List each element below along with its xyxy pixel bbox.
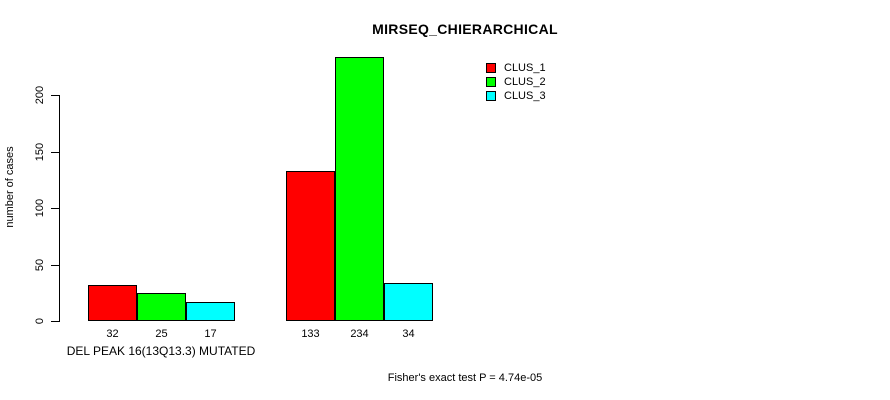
bar-clus_1-group2 [286, 170, 335, 321]
bar-clus_2-group1 [137, 292, 186, 321]
fisher-test-annotation: Fisher's exact test P = 4.74e-05 [387, 372, 543, 384]
bar-clus_3-group1 [186, 301, 235, 321]
y-axis-tick [51, 321, 59, 322]
legend: CLUS_1 CLUS_2 CLUS_3 [486, 61, 546, 103]
y-axis-title: number of cases [4, 146, 16, 228]
bar-value-label: 34 [402, 328, 415, 340]
bar-clus_2-group2 [335, 56, 384, 321]
chart-title: MIRSEQ_CHIERARCHICAL [372, 21, 558, 37]
y-axis-tick-label: 200 [34, 85, 46, 105]
y-axis-tick-label: 0 [34, 317, 46, 325]
legend-item-clus2: CLUS_2 [486, 75, 546, 89]
bar-value-label: 25 [155, 328, 168, 340]
y-axis-tick [51, 264, 59, 266]
y-axis-tick-label: 100 [34, 198, 46, 218]
y-axis-tick [51, 151, 59, 153]
bar-clus_3-group2 [384, 282, 433, 321]
legend-label-clus3: CLUS_3 [504, 90, 546, 102]
legend-item-clus3: CLUS_3 [486, 89, 546, 103]
bar-value-label: 133 [301, 328, 320, 340]
legend-swatch-clus3-icon [486, 91, 496, 101]
y-axis-tick [51, 95, 59, 96]
legend-label-clus2: CLUS_2 [504, 76, 546, 88]
bar-value-label: 234 [350, 328, 369, 340]
legend-swatch-clus2-icon [486, 77, 496, 87]
legend-item-clus1: CLUS_1 [486, 61, 546, 75]
y-axis-tick [51, 208, 59, 209]
legend-swatch-clus1-icon [486, 63, 496, 73]
y-axis-line [59, 95, 60, 322]
legend-label-clus1: CLUS_1 [504, 62, 546, 74]
x-category-label: DEL PEAK 16(13Q13.3) MUTATED [66, 344, 256, 358]
bar-clus_1-group1 [88, 284, 137, 321]
bar-value-label: 32 [106, 328, 119, 340]
y-axis-tick-label: 50 [34, 258, 46, 271]
bar-value-label: 17 [204, 328, 217, 340]
y-axis-tick-label: 150 [34, 142, 46, 161]
